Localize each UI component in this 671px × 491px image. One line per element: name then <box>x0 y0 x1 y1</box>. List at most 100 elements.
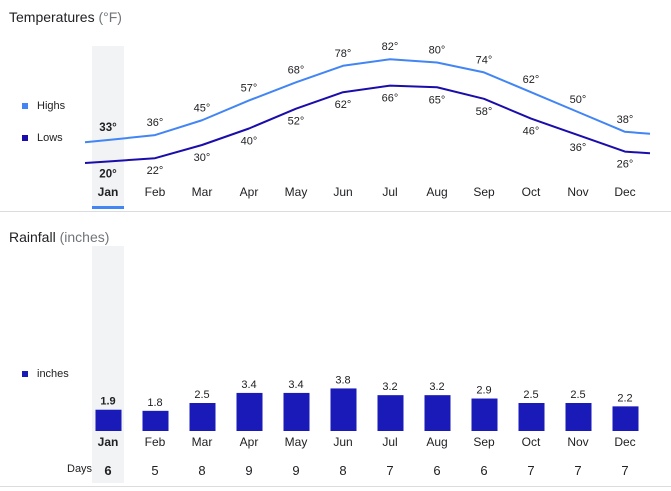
bottom-divider <box>0 486 671 487</box>
rain-month-label-mar[interactable]: Mar <box>192 435 213 449</box>
rain-month-label-oct[interactable]: Oct <box>522 435 541 449</box>
rain-value-label-may: 3.4 <box>288 379 303 391</box>
low-label-jun: 62° <box>335 99 352 111</box>
low-label-may: 52° <box>288 116 305 128</box>
low-label-nov: 36° <box>570 142 587 154</box>
legend-lows-swatch <box>22 135 28 141</box>
rain-bar-dec <box>612 406 639 431</box>
rain-bar-jun <box>330 388 357 431</box>
rain-month-label-may[interactable]: May <box>285 435 308 449</box>
days-value-oct: 7 <box>527 463 534 478</box>
rain-value-label-sep: 2.9 <box>476 385 491 397</box>
high-label-dec: 38° <box>617 114 634 126</box>
legend-lows: Lows <box>22 132 63 144</box>
rain-month-label-aug[interactable]: Aug <box>426 435 447 449</box>
rain-month-label-feb[interactable]: Feb <box>145 435 166 449</box>
rain-value-label-dec: 2.2 <box>617 392 632 404</box>
low-label-sep: 58° <box>476 106 493 118</box>
low-label-aug: 65° <box>429 94 446 106</box>
temp-month-label-dec[interactable]: Dec <box>614 185 635 199</box>
selected-month-highlight-temp <box>92 46 124 208</box>
low-label-dec: 26° <box>617 159 634 171</box>
low-label-apr: 40° <box>241 136 258 148</box>
temperatures-unit: (°F) <box>98 9 122 25</box>
days-value-nov: 7 <box>574 463 581 478</box>
legend-lows-label: Lows <box>37 132 63 144</box>
low-label-feb: 22° <box>147 165 164 177</box>
temp-month-label-aug[interactable]: Aug <box>426 185 447 199</box>
days-value-apr: 9 <box>245 463 252 478</box>
high-label-feb: 36° <box>147 117 164 129</box>
rain-month-label-apr[interactable]: Apr <box>240 435 259 449</box>
rain-value-label-jan: 1.9 <box>100 396 115 408</box>
temp-month-label-may[interactable]: May <box>285 185 308 199</box>
temp-month-label-feb[interactable]: Feb <box>145 185 166 199</box>
temp-month-label-jul[interactable]: Jul <box>382 185 397 199</box>
days-value-aug: 6 <box>433 463 440 478</box>
high-label-jul: 82° <box>382 41 399 53</box>
low-label-mar: 30° <box>194 152 211 164</box>
rain-value-label-feb: 1.8 <box>147 397 162 409</box>
rain-month-label-jan[interactable]: Jan <box>98 435 119 449</box>
days-label: Days <box>67 463 93 475</box>
days-value-feb: 5 <box>151 463 158 478</box>
high-label-may: 68° <box>288 64 305 76</box>
legend-highs: Highs <box>22 100 65 112</box>
rain-bar-jan <box>95 409 122 431</box>
temp-month-label-nov[interactable]: Nov <box>567 185 588 199</box>
selected-month-highlight-rain <box>92 246 124 483</box>
temp-month-label-oct[interactable]: Oct <box>522 185 541 199</box>
high-label-aug: 80° <box>429 45 446 57</box>
temp-month-label-jun[interactable]: Jun <box>333 185 352 199</box>
temp-month-label-sep[interactable]: Sep <box>473 185 495 199</box>
rain-value-label-jul: 3.2 <box>382 381 397 393</box>
rainfall-unit: (inches) <box>59 229 110 245</box>
days-value-sep: 6 <box>480 463 487 478</box>
low-label-jan: 20° <box>99 169 117 181</box>
rain-month-label-sep[interactable]: Sep <box>473 435 495 449</box>
days-value-may: 9 <box>292 463 299 478</box>
high-label-mar: 45° <box>194 102 211 114</box>
legend-highs-label: Highs <box>37 100 66 112</box>
rain-bar-nov <box>565 403 592 431</box>
lows-line <box>84 84 651 164</box>
rain-bar-aug <box>424 395 451 431</box>
rain-bar-may <box>283 392 310 431</box>
temp-month-label-mar[interactable]: Mar <box>192 185 213 199</box>
rain-month-label-jul[interactable]: Jul <box>382 435 397 449</box>
legend-inches-label: inches <box>37 368 69 380</box>
highs-line <box>84 58 651 144</box>
rain-value-label-apr: 3.4 <box>241 379 256 391</box>
low-label-oct: 46° <box>523 126 540 138</box>
rain-value-label-nov: 2.5 <box>570 389 585 401</box>
rain-month-label-dec[interactable]: Dec <box>614 435 635 449</box>
days-value-jan: 6 <box>104 463 111 478</box>
rain-value-label-oct: 2.5 <box>523 389 538 401</box>
temp-month-label-apr[interactable]: Apr <box>240 185 259 199</box>
rain-month-label-jun[interactable]: Jun <box>333 435 352 449</box>
high-label-nov: 50° <box>570 94 587 106</box>
legend-inches-swatch <box>22 371 28 377</box>
high-label-jan: 33° <box>99 122 117 134</box>
rain-value-label-mar: 2.5 <box>194 389 209 401</box>
rain-bar-mar <box>189 403 216 431</box>
high-label-sep: 74° <box>476 54 493 66</box>
rainfall-title-text: Rainfall <box>9 229 56 245</box>
legend-highs-swatch <box>22 103 28 109</box>
high-label-apr: 57° <box>241 82 258 94</box>
rain-bar-jul <box>377 395 404 431</box>
high-label-oct: 62° <box>523 74 540 86</box>
days-value-mar: 8 <box>198 463 205 478</box>
rain-bar-oct <box>518 403 545 431</box>
rain-bar-sep <box>471 398 498 431</box>
temperatures-title: Temperatures (°F) <box>9 9 122 25</box>
temp-month-label-jan[interactable]: Jan <box>98 185 119 199</box>
rain-month-label-nov[interactable]: Nov <box>567 435 588 449</box>
selected-month-underline <box>92 206 124 209</box>
rain-value-label-jun: 3.8 <box>335 374 350 386</box>
low-label-jul: 66° <box>382 93 399 105</box>
section-divider <box>0 211 671 212</box>
days-value-jun: 8 <box>339 463 346 478</box>
temperatures-title-text: Temperatures <box>9 9 95 25</box>
